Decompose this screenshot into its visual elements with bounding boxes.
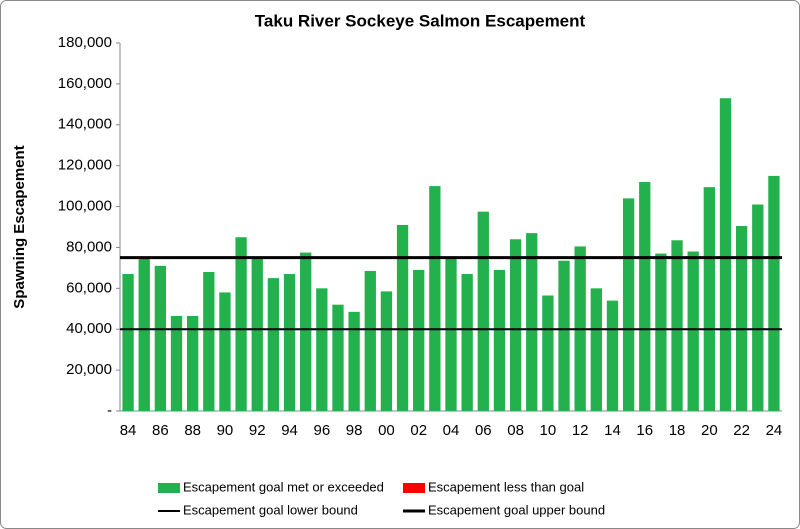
bar (154, 265, 167, 411)
bar (752, 204, 764, 411)
x-tick-label: 92 (249, 422, 266, 439)
bar (316, 288, 328, 411)
x-tick-label: 08 (507, 422, 524, 439)
bar (477, 211, 489, 411)
bar (639, 182, 651, 411)
bar (203, 271, 215, 411)
x-tick-label: 20 (701, 422, 718, 439)
x-tick-label: 24 (766, 422, 783, 439)
bar (138, 257, 150, 411)
bar (509, 239, 522, 411)
x-tick-label: 14 (604, 422, 621, 439)
x-tick-label: 10 (540, 422, 557, 439)
bar (622, 198, 635, 411)
x-tick-label: 06 (475, 422, 492, 439)
x-tick-label: 90 (217, 422, 234, 439)
bar (719, 98, 732, 411)
y-tick-label: 180,000 (58, 34, 112, 51)
y-tick-label: 120,000 (58, 157, 112, 174)
x-tick-label: 86 (152, 422, 169, 439)
legend-label: Escapement goal met or exceeded (183, 479, 384, 494)
y-tick-label: 160,000 (58, 75, 112, 92)
bar (332, 304, 344, 411)
bar (380, 291, 393, 411)
bar (235, 237, 247, 411)
bar (542, 295, 554, 411)
bar (445, 257, 457, 411)
x-tick-label: 00 (378, 422, 395, 439)
chart-title: Taku River Sockeye Salmon Escapement (255, 11, 586, 30)
y-tick-label: 60,000 (66, 279, 112, 296)
bar (590, 288, 602, 411)
bar (187, 315, 199, 411)
bar (396, 224, 409, 411)
y-tick-label: 140,000 (58, 116, 112, 133)
x-tick-label: 22 (733, 422, 750, 439)
bar (687, 251, 699, 411)
y-tick-label: - (107, 402, 112, 419)
bar (655, 253, 667, 411)
bar (671, 240, 683, 411)
bar (251, 257, 263, 411)
x-tick-label: 18 (669, 422, 686, 439)
bar (413, 269, 425, 411)
x-tick-label: 04 (443, 422, 460, 439)
y-tick-label: 40,000 (66, 320, 112, 337)
legend-label: Escapement goal lower bound (183, 502, 358, 517)
legend-label: Escapement less than goal (428, 479, 584, 494)
legend-swatch (158, 483, 180, 493)
x-tick-label: 98 (346, 422, 363, 439)
x-tick-label: 12 (572, 422, 589, 439)
bar (461, 274, 473, 411)
bar (300, 252, 312, 411)
legend-swatch (403, 483, 425, 493)
bar (493, 269, 506, 411)
bar (122, 274, 134, 411)
bar (526, 233, 538, 411)
y-tick-label: 80,000 (66, 238, 112, 255)
legend-label: Escapement goal upper bound (428, 502, 605, 517)
x-tick-label: 94 (281, 422, 298, 439)
bar (364, 270, 376, 411)
x-tick-label: 96 (313, 422, 330, 439)
x-tick-label: 88 (184, 422, 201, 439)
bar (267, 278, 280, 411)
bar (170, 315, 183, 411)
x-tick-label: 02 (410, 422, 427, 439)
bar (703, 187, 715, 411)
x-tick-label: 16 (636, 422, 653, 439)
y-tick-label: 100,000 (58, 198, 112, 215)
bar (348, 311, 360, 411)
bar (606, 300, 619, 411)
bar (735, 225, 748, 411)
y-axis-label: Spawning Escapement (11, 145, 28, 308)
bar (768, 175, 780, 411)
bar (558, 260, 570, 411)
bar (219, 292, 231, 411)
bar (429, 186, 441, 411)
y-tick-label: 20,000 (66, 361, 112, 378)
bar (283, 274, 296, 411)
x-tick-label: 84 (120, 422, 137, 439)
